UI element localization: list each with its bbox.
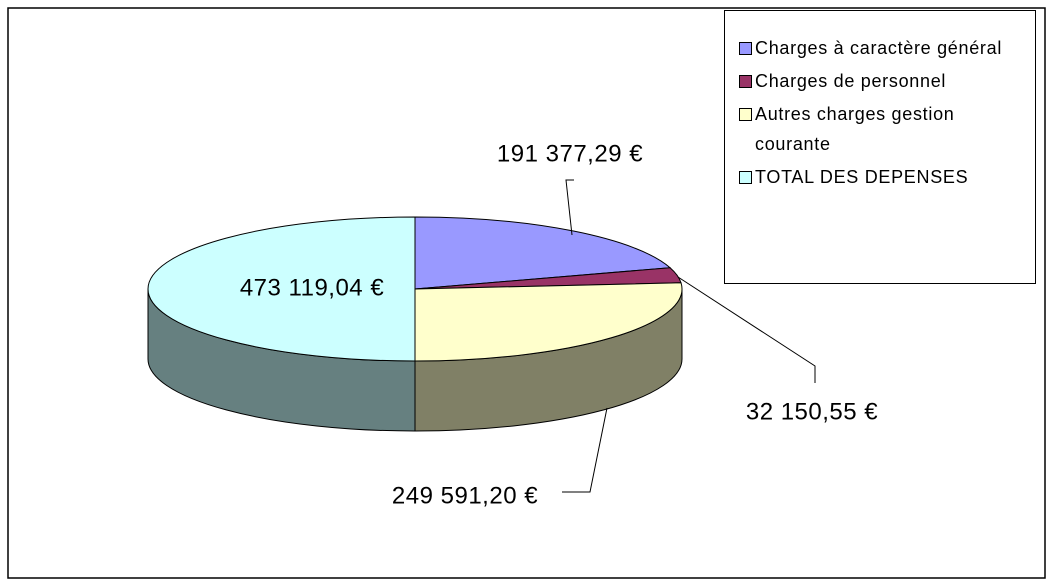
slice — [414, 282, 683, 362]
data-label: 191 377,29 € — [497, 140, 643, 167]
legend-label: Charges à caractère général — [755, 38, 1003, 58]
slice — [414, 216, 672, 290]
legend: Charges à caractère général Charges de pe… — [724, 10, 1036, 284]
legend-swatch — [739, 108, 752, 121]
legend-entry: Charges de personnel — [725, 66, 1035, 96]
data-label: 249 591,20 € — [392, 482, 538, 509]
leader-line — [562, 407, 608, 493]
legend-label: TOTAL DES DEPENSES — [755, 167, 969, 187]
legend-entry: TOTAL DES DEPENSES — [725, 162, 1035, 192]
legend-entry: Charges à caractère général — [725, 33, 1035, 63]
legend-swatch — [739, 75, 752, 88]
legend-swatch — [739, 42, 752, 55]
legend-entry: Autres charges gestion courante — [725, 99, 1035, 159]
legend-swatch — [739, 171, 752, 184]
data-label: 32 150,55 € — [746, 398, 878, 425]
legend-label: Autres charges gestion courante — [755, 104, 955, 154]
leader-line — [565, 179, 574, 236]
data-label: 473 119,04 € — [240, 274, 385, 301]
slice — [147, 216, 416, 362]
legend-label: Charges de personnel — [755, 71, 947, 91]
leader-line — [677, 276, 816, 383]
